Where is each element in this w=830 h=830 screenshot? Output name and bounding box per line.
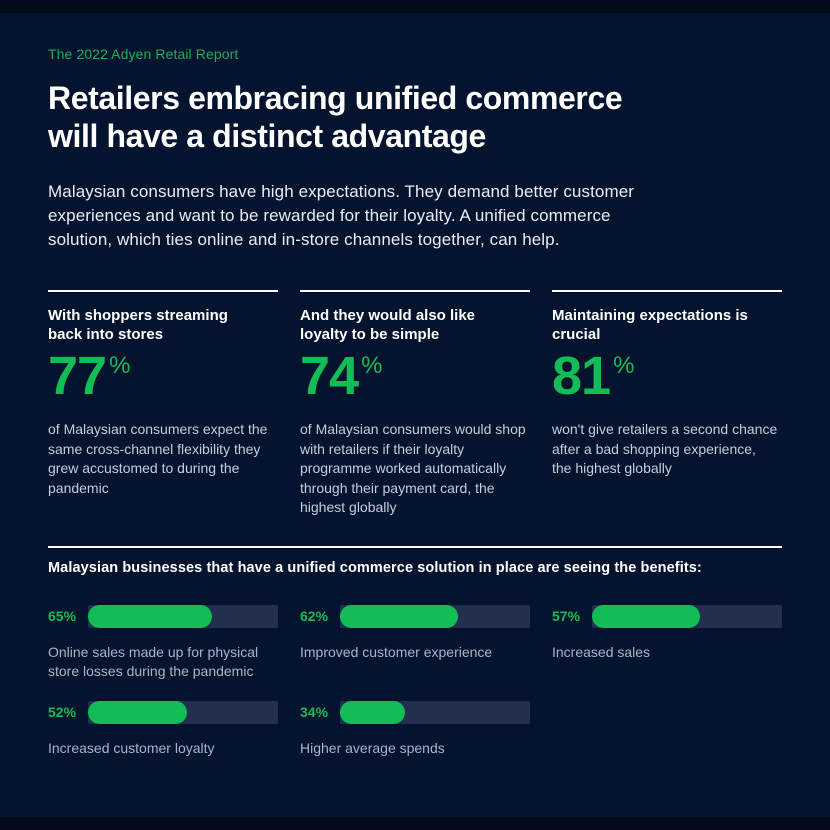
- bar-track: [88, 604, 278, 628]
- bar-track: [88, 700, 278, 724]
- bar-percent-label: 57%: [552, 608, 581, 624]
- bar-percent-label: 65%: [48, 608, 77, 624]
- headline-stats: With shoppers streaming back into stores…: [48, 290, 782, 518]
- bar-track: [592, 604, 782, 628]
- stat-heading: Maintaining expectations is crucial: [552, 307, 748, 343]
- stat-value: 77%: [48, 348, 278, 415]
- percent-sign: %: [361, 352, 383, 379]
- bar-caption: Increased customer loyalty: [48, 739, 215, 756]
- benefit-item: 52% Increased customer loyalty: [48, 700, 278, 758]
- bar-percent-label: 52%: [48, 704, 77, 720]
- stat-column-loyalty: And they would also like loyalty to be s…: [300, 290, 530, 518]
- stat-value: 81%: [552, 348, 782, 415]
- bar-caption: Improved customer experience: [300, 643, 493, 660]
- bar-fill: [592, 604, 701, 628]
- bar-caption: Increased sales: [552, 643, 651, 660]
- bar-caption: Higher average spends: [300, 739, 445, 756]
- bar-row: 57%: [552, 604, 782, 628]
- benefit-item: 34% Higher average spends: [300, 700, 530, 758]
- stat-heading: With shoppers streaming back into stores: [48, 307, 228, 343]
- percent-sign: %: [109, 352, 131, 379]
- section-divider: [48, 545, 782, 548]
- stat-number-text: 81: [552, 346, 611, 406]
- benefit-item: 57% Increased sales: [552, 604, 782, 681]
- bar-fill: [340, 700, 405, 724]
- bar-track: [340, 700, 530, 724]
- bar-percent-label: 34%: [300, 704, 329, 720]
- benefits-bar-chart: 65% Online sales made up for physical st…: [48, 604, 782, 758]
- bar-fill: [88, 700, 187, 724]
- benefits-heading: Malaysian businesses that have a unified…: [48, 559, 702, 576]
- bar-caption: Online sales made up for physical store …: [48, 643, 259, 679]
- stat-description: of Malaysian consumers would shop with r…: [300, 421, 526, 515]
- percent-sign: %: [613, 352, 635, 379]
- bar-fill: [340, 604, 458, 628]
- bar-row: 65%: [48, 604, 278, 628]
- stat-number-text: 74: [300, 346, 359, 406]
- benefit-item: 65% Online sales made up for physical st…: [48, 604, 278, 681]
- intro-paragraph: Malaysian consumers have high expectatio…: [48, 182, 635, 249]
- page-title: Retailers embracing unified commerce wil…: [48, 79, 782, 155]
- stat-heading: And they would also like loyalty to be s…: [300, 307, 476, 343]
- benefit-item: 62% Improved customer experience: [300, 604, 530, 681]
- bar-percent-label: 62%: [300, 608, 329, 624]
- page-title-line1: Retailers embracing unified commerce: [48, 80, 623, 116]
- stat-description: won't give retailers a second chance aft…: [552, 421, 778, 476]
- bar-row: 62%: [300, 604, 530, 628]
- bar-row: 52%: [48, 700, 278, 724]
- bar-track: [340, 604, 530, 628]
- stat-number-text: 77: [48, 346, 107, 406]
- report-page: The 2022 Adyen Retail Report Retailers e…: [0, 13, 830, 817]
- page-title-line2: will have a distinct advantage: [48, 118, 486, 154]
- stat-description: of Malaysian consumers expect the same c…: [48, 421, 268, 496]
- stat-column-shoppers: With shoppers streaming back into stores…: [48, 290, 278, 518]
- report-eyebrow: The 2022 Adyen Retail Report: [48, 46, 239, 62]
- stat-column-expectations: Maintaining expectations is crucial 81% …: [552, 290, 782, 518]
- bar-fill: [88, 604, 212, 628]
- bar-row: 34%: [300, 700, 530, 724]
- stat-value: 74%: [300, 348, 530, 415]
